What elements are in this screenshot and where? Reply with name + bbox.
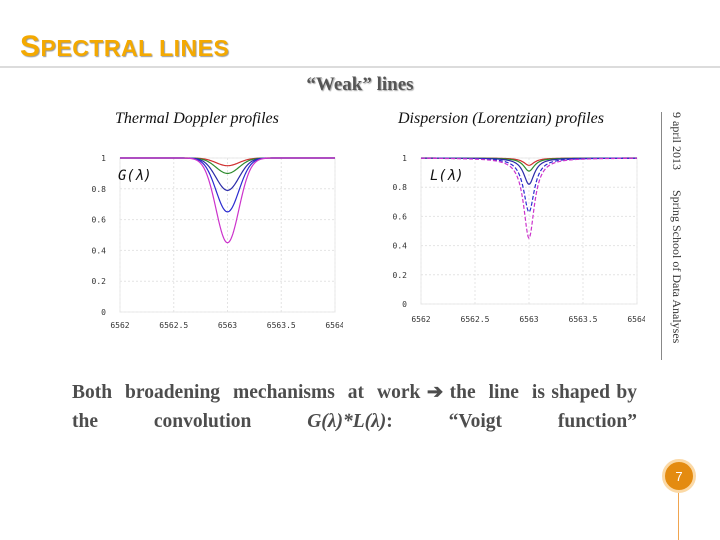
y-tick-label: 0.8 xyxy=(393,183,407,192)
left-chart-caption: Thermal Doppler profiles xyxy=(115,110,279,127)
page-number: 7 xyxy=(675,468,683,484)
arrow-icon: ➔ xyxy=(426,382,444,403)
x-tick-label: 6563.5 xyxy=(569,315,598,324)
body-text-part1: Both broadening mechanisms at work xyxy=(72,382,427,403)
side-divider xyxy=(661,112,662,360)
slide-title-rest: PECTRAL LINES xyxy=(40,35,230,61)
side-date: 9 april 2013 xyxy=(670,112,684,170)
x-tick-label: 6563 xyxy=(519,315,538,324)
body-text-part3: : “Voigt function” xyxy=(386,411,637,432)
body-formula: G(λ)*L(λ) xyxy=(307,411,387,432)
right-chart-caption: Dispersion (Lorentzian) profiles xyxy=(398,110,604,127)
page-number-line xyxy=(678,493,679,540)
profile-line-5 xyxy=(120,157,335,244)
x-tick-label: 6562 xyxy=(110,321,129,330)
y-tick-label: 0.6 xyxy=(393,212,407,221)
y-tick-label: 1 xyxy=(101,154,106,163)
chart-label: L(λ) xyxy=(430,168,464,184)
y-tick-label: 0 xyxy=(101,308,106,317)
y-tick-label: 0.4 xyxy=(393,242,407,251)
profile-line-4 xyxy=(420,157,638,213)
y-tick-label: 0.2 xyxy=(92,277,107,286)
body-text-part2: the line is shaped by the convolution xyxy=(72,382,642,432)
y-tick-label: 0.6 xyxy=(92,216,107,225)
x-tick-label: 6562.5 xyxy=(159,321,188,330)
x-tick-label: 6563 xyxy=(218,321,237,330)
x-tick-label: 6563.5 xyxy=(267,321,296,330)
y-tick-label: 0.4 xyxy=(92,246,107,255)
y-tick-label: 0.8 xyxy=(92,185,107,194)
x-tick-label: 6564 xyxy=(627,315,645,324)
side-footer: 9 april 2013 Spring School of Data Analy… xyxy=(668,112,686,348)
x-tick-label: 6564 xyxy=(325,321,343,330)
y-tick-label: 0.2 xyxy=(393,271,407,280)
slide-title: SPECTRAL LINES xyxy=(20,30,229,64)
y-tick-label: 0 xyxy=(402,300,407,309)
doppler-profile-chart: 0 0.2 0.4 0.6 0.8 1 6562 6562.5 6563 6563.5 6564 G(… xyxy=(92,154,343,330)
body-text: Both broadening mechanisms at work ➔ the… xyxy=(72,378,637,436)
lorentzian-profile-chart: 0 0.2 0.4 0.6 0.8 1 6562 6562.5 6563 6563.5 6564 L(… xyxy=(393,154,645,324)
slide-title-initial: S xyxy=(20,30,41,63)
x-tick-label: 6562 xyxy=(411,315,430,324)
title-divider xyxy=(0,66,720,68)
y-tick-label: 1 xyxy=(402,154,407,163)
side-event: Spring School of Data Analyses xyxy=(670,190,684,344)
chart-label: G(λ) xyxy=(118,168,152,184)
page-number-badge: 7 xyxy=(662,459,696,493)
slide-subtitle: “Weak” lines xyxy=(306,74,414,95)
x-tick-label: 6562.5 xyxy=(461,315,490,324)
profile-line-5 xyxy=(421,157,637,240)
